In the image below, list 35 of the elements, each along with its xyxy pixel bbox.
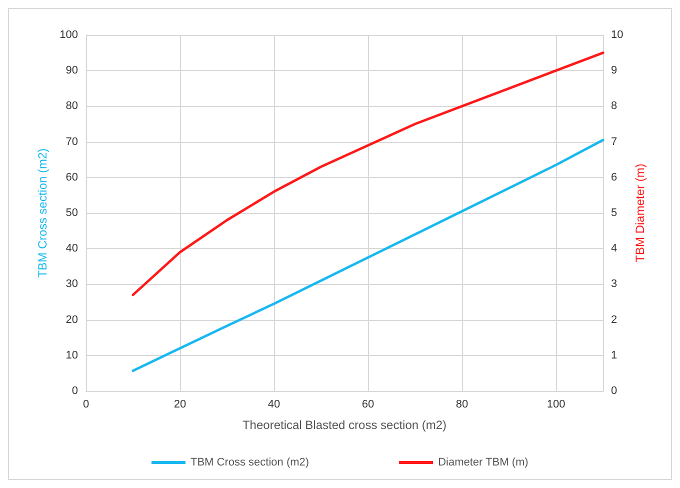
y2-tick-label: 9 xyxy=(611,64,618,77)
x-tick-label: 100 xyxy=(546,398,566,410)
y2-tick-label: 4 xyxy=(611,242,618,255)
line-series xyxy=(132,138,604,372)
y2-tick-label: 3 xyxy=(611,278,618,290)
y-tick-label: 0 xyxy=(72,385,78,397)
y-axis-title: TBM Cross section (m2) xyxy=(36,148,50,278)
legend-label: Diameter TBM (m) xyxy=(438,456,528,468)
y-tick-label: 40 xyxy=(66,242,78,255)
x-tick-label: 0 xyxy=(82,398,90,410)
x-tick-label: 20 xyxy=(174,398,186,410)
y2-tick-label: 2 xyxy=(611,314,618,326)
y2-axis-title: TBM Diameter (m) xyxy=(633,164,648,262)
y2-tick-label: 0 xyxy=(611,385,618,397)
x-tick-label: 40 xyxy=(268,398,280,410)
y-tick-label: 50 xyxy=(66,207,78,219)
y-tick-label: 90 xyxy=(66,64,78,77)
y2-tick-label: 7 xyxy=(611,136,618,148)
x-tick-label: 60 xyxy=(362,398,374,410)
line-series xyxy=(132,52,604,296)
y-tick-label: 10 xyxy=(66,349,78,362)
y-tick-label: 60 xyxy=(66,171,78,184)
y-tick-label: 80 xyxy=(66,100,78,112)
y2-tick-label: 8 xyxy=(611,100,618,112)
y-tick-label: 30 xyxy=(66,278,78,290)
y2-tick-label: 5 xyxy=(611,207,618,219)
y-tick-label: 100 xyxy=(60,29,78,41)
y2-tick-label: 6 xyxy=(611,171,618,184)
y2-tick-label: 1 xyxy=(611,349,618,362)
y-tick-label: 20 xyxy=(66,314,78,326)
x-tick-label: 80 xyxy=(456,398,468,410)
legend-label: TBM Cross section (m2) xyxy=(190,456,310,468)
y-tick-label: 70 xyxy=(66,136,78,148)
y2-tick-label: 10 xyxy=(611,29,624,41)
x-axis-title: Theoretical Blasted cross section (m2) xyxy=(242,418,447,432)
